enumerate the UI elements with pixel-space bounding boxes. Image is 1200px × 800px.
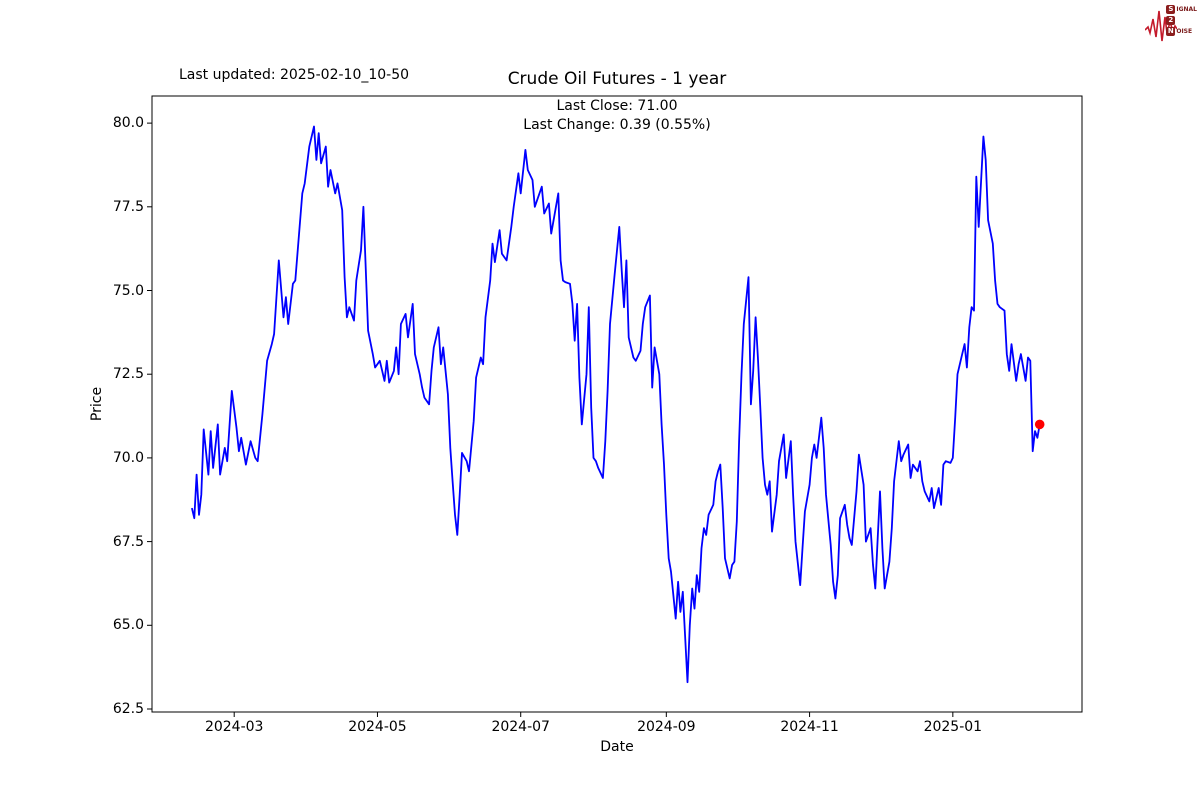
- logo-text: IGNAL: [1176, 6, 1197, 13]
- logo-row-2: N OISE: [1166, 27, 1197, 36]
- last-updated-text: Last updated: 2025-02-10_10-50: [179, 67, 410, 83]
- last-change-annotation: Last Change: 0.39 (0.55%): [523, 117, 711, 133]
- x-tick-label: 2024-03: [204, 719, 264, 735]
- plot-frame: [151, 95, 1083, 713]
- logo-text: OISE: [1176, 28, 1193, 35]
- x-tick-label: 2024-09: [637, 719, 696, 735]
- logo-row-1: 2: [1166, 16, 1197, 25]
- chart-title: Crude Oil Futures - 1 year: [507, 69, 727, 89]
- y-axis-label: Price: [89, 386, 105, 422]
- x-tick-label: 2025-01: [923, 719, 983, 735]
- logo-badge-icon: S: [1166, 5, 1176, 14]
- y-tick-label: 75.0: [112, 282, 144, 299]
- last-close-annotation: Last Close: 71.00: [556, 98, 678, 114]
- y-tick-label: 62.5: [112, 700, 144, 717]
- y-tick-label: 65.0: [112, 617, 144, 634]
- logo-badge-icon: N: [1166, 27, 1176, 36]
- logo-badge-icon: 2: [1166, 16, 1176, 25]
- logo-row-0: S IGNAL: [1166, 5, 1197, 14]
- y-tick-label: 67.5: [112, 533, 144, 550]
- price-line: [191, 125, 1041, 684]
- x-tick-label: 2024-11: [780, 719, 839, 735]
- x-tick-label: 2024-07: [491, 719, 550, 735]
- y-tick-label: 70.0: [112, 449, 144, 466]
- last-price-marker: [1034, 419, 1045, 430]
- y-tick-label: 80.0: [112, 115, 144, 132]
- x-tick-label: 2024-05: [348, 719, 407, 735]
- y-tick-label: 72.5: [112, 366, 144, 383]
- signal2noise-logo: S IGNAL 2 N OISE: [1145, 3, 1197, 45]
- y-tick-label: 77.5: [112, 198, 144, 215]
- x-axis-label: Date: [600, 739, 634, 755]
